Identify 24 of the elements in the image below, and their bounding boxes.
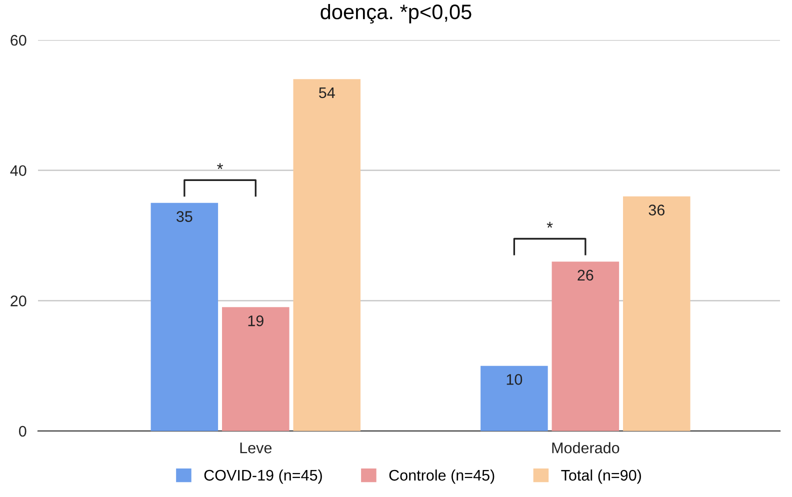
data-label: 35	[176, 211, 192, 222]
data-label: 19	[248, 315, 264, 326]
bar	[480, 366, 548, 431]
y-tick-label: 0	[18, 426, 26, 437]
legend-label: COVID-19 (n=45)	[204, 469, 322, 484]
x-tick-label: Moderado	[552, 442, 620, 454]
x-tick-label: Leve	[240, 442, 272, 454]
data-label: 36	[648, 204, 664, 216]
legend-label: Controle (n=45)	[389, 469, 494, 484]
y-tick-label: 40	[10, 165, 26, 176]
bar	[222, 307, 290, 431]
y-tick-label: 20	[10, 296, 26, 306]
bar	[150, 202, 218, 431]
data-label: 54	[319, 87, 335, 98]
annotation: *	[546, 222, 553, 228]
annotation: *	[217, 163, 224, 170]
data-label: 10	[506, 374, 522, 385]
y-tick-label: 60	[10, 34, 26, 46]
chart-title: doença. *p<0,05	[320, 4, 472, 24]
bar	[293, 79, 361, 431]
data-label: 26	[578, 270, 594, 281]
bar	[552, 262, 620, 431]
bar	[623, 196, 690, 431]
legend-label: Total (n=90)	[561, 469, 641, 484]
